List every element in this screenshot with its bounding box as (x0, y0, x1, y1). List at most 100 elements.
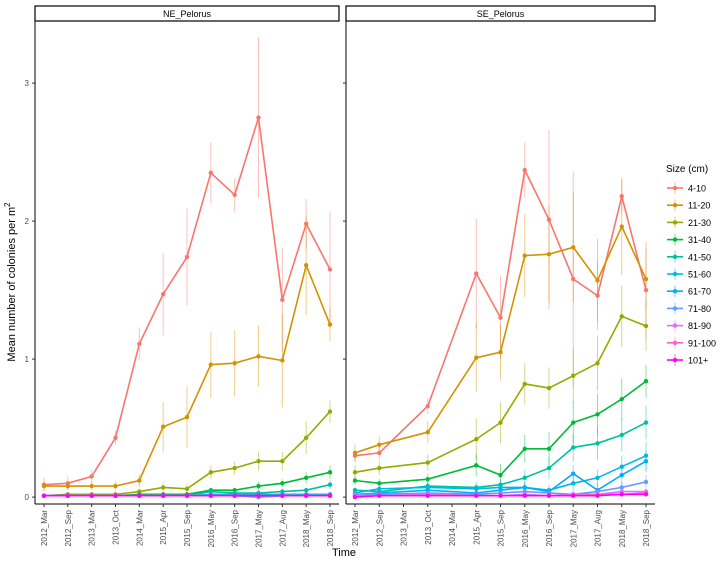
legend-item: 31-40 (667, 233, 711, 246)
legend-label: 71-80 (688, 304, 711, 314)
legend-label: 41-50 (688, 252, 711, 262)
legend-key-point (672, 237, 678, 242)
x-tick-label: 2018_Sep (326, 509, 335, 546)
x-tick-label: 2017_May (569, 510, 578, 547)
data-point (208, 470, 214, 475)
series-11-20 (41, 215, 333, 491)
data-point (522, 475, 527, 480)
x-tick-label: 2013_Oct (112, 509, 121, 544)
facet-strip (34, 5, 340, 22)
legend-key-point (672, 203, 678, 208)
x-tick-label: 2017_Aug (594, 510, 603, 546)
x-tick-label: 2017_May (255, 510, 264, 547)
data-point (546, 465, 552, 471)
data-point (619, 485, 624, 490)
facet-strip-label: SE_Pelorus (477, 9, 525, 19)
data-point (184, 254, 190, 260)
data-point (425, 460, 430, 465)
legend-key-point (672, 185, 678, 191)
legend-key-point (672, 220, 678, 225)
data-point (232, 465, 237, 471)
data-point (498, 472, 503, 478)
data-point (619, 492, 624, 497)
legend: 4-10 11-20 21-30 31-40 41-50 51-60 61-70 71-80 8… (667, 182, 716, 366)
legend-label: 31-40 (688, 235, 711, 245)
data-point (352, 494, 358, 500)
x-tick-label: 2015_Sep (183, 509, 192, 546)
data-point (232, 192, 237, 198)
data-point (208, 170, 214, 175)
data-point (425, 493, 430, 498)
data-point (595, 493, 600, 498)
data-point (522, 493, 527, 498)
data-point (643, 276, 649, 282)
data-point (232, 361, 237, 366)
series-11-20 (352, 178, 649, 462)
legend-item: 81-90 (667, 319, 711, 332)
x-tick-label: 2016_May (207, 510, 216, 547)
x-tick-label: 2012_Mar (351, 510, 360, 546)
legend-item: 21-30 (667, 216, 711, 229)
data-point (643, 492, 649, 497)
data-point (643, 459, 649, 464)
data-point (619, 464, 624, 469)
x-tick-label: 2018_Sep (642, 509, 651, 546)
data-point (498, 350, 503, 355)
x-axis-title: Time (332, 547, 356, 559)
x-tick-label: 2012_Sep (375, 509, 384, 546)
data-point (232, 493, 237, 498)
data-point (137, 478, 142, 483)
data-point (280, 358, 285, 363)
data-point (256, 115, 261, 120)
y-tick-label: 1 (25, 355, 30, 364)
series-101+ (41, 493, 333, 498)
x-tick-label: 2018_May (618, 510, 627, 547)
data-point (595, 293, 600, 298)
x-tick-label: 2013_Mar (400, 510, 409, 546)
series-101+ (352, 492, 649, 500)
data-point (522, 167, 527, 173)
x-tick-label: 2014_Mar (448, 510, 457, 546)
data-point (546, 446, 552, 451)
data-point (571, 420, 576, 425)
data-point (619, 432, 624, 438)
data-point (425, 476, 430, 482)
data-point (619, 396, 624, 402)
legend-label: 11-20 (688, 201, 710, 211)
data-point (474, 493, 479, 498)
data-point (377, 465, 382, 471)
data-point (571, 471, 576, 476)
data-point (643, 287, 649, 293)
x-tick-label: 2018_May (302, 510, 311, 547)
data-point (113, 435, 118, 440)
legend-item: 71-80 (667, 302, 711, 315)
data-point (160, 292, 166, 297)
data-point (474, 486, 479, 492)
legend-key-point (672, 289, 678, 294)
legend-key-point (672, 271, 678, 277)
facet-strip (345, 5, 656, 22)
data-point (256, 354, 261, 359)
data-point (41, 493, 47, 498)
legend-label: 4-10 (688, 184, 706, 194)
legend-item: 101+ (667, 354, 708, 366)
data-point (303, 263, 309, 268)
data-point (113, 493, 118, 498)
data-point (571, 445, 576, 450)
data-point (89, 474, 94, 479)
data-point (595, 441, 600, 446)
legend-label: 51-60 (688, 270, 711, 280)
y-axis-title: Mean number of colonies per m2 (3, 202, 18, 362)
x-tick-label: 2016_Sep (231, 509, 240, 546)
data-point (303, 221, 309, 227)
y-axis-title-main: Mean number of colonies per m (6, 207, 18, 362)
data-point (425, 403, 430, 409)
data-point (643, 378, 649, 384)
data-point (89, 493, 94, 498)
data-point (184, 486, 190, 492)
legend-item: 41-50 (667, 250, 711, 263)
data-point (280, 459, 285, 464)
legend-label: 101+ (688, 356, 708, 366)
data-point (619, 472, 624, 478)
